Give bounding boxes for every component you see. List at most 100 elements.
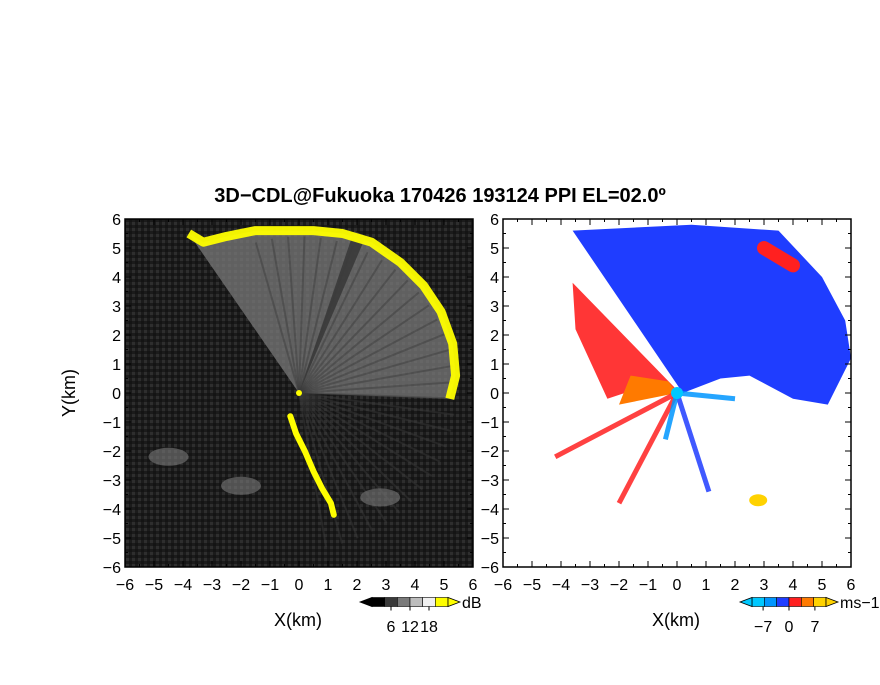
radar-site-marker bbox=[296, 390, 302, 396]
colorbar-swatch bbox=[371, 597, 385, 607]
strong-echo-band bbox=[287, 413, 337, 518]
left-y-axis-label: Y(km) bbox=[59, 369, 79, 417]
y-tick-label: −4 bbox=[103, 502, 121, 519]
echo-streak bbox=[298, 392, 441, 463]
colorbar-tick-label: 7 bbox=[810, 619, 819, 636]
colorbar-swatch bbox=[813, 597, 827, 607]
y-tick-label: 4 bbox=[490, 270, 499, 287]
weak-echo bbox=[221, 476, 261, 495]
echo-streak bbox=[298, 237, 322, 394]
colorbar-swatch bbox=[776, 597, 790, 607]
velocity-ticks: −6 −5 −4 −3 −2 −1 0 1 2 3 4 5 6 −6 −5 −4 −3 −2 −1 0 1 2 3 4 5 6 bbox=[481, 212, 856, 594]
y-tick-label: 3 bbox=[112, 299, 121, 316]
colorbar-swatch bbox=[397, 597, 411, 607]
echo-streak bbox=[298, 392, 455, 416]
echo-streak bbox=[298, 392, 424, 491]
y-tick-label: 5 bbox=[112, 241, 121, 258]
echo-streak bbox=[298, 268, 397, 394]
echo-streak bbox=[298, 240, 338, 394]
x-tick-label: −2 bbox=[610, 577, 628, 594]
colorbar-low-arrow bbox=[738, 596, 753, 608]
y-tick-label: −3 bbox=[103, 473, 121, 490]
inbound-velocity-region bbox=[572, 224, 851, 405]
velocity-colorbar: −7 0 7 ms−1 bbox=[738, 595, 880, 636]
x-tick-label: 2 bbox=[731, 577, 740, 594]
x-tick-label: 6 bbox=[847, 577, 856, 594]
radar-site-marker bbox=[671, 387, 683, 399]
colorbar-tick-label: 0 bbox=[785, 619, 794, 636]
y-tick-label: 2 bbox=[112, 328, 121, 345]
echo-area bbox=[188, 230, 456, 399]
echo-streak bbox=[298, 392, 344, 544]
y-tick-label: −5 bbox=[103, 531, 121, 548]
echo-streak bbox=[298, 392, 359, 539]
y-tick-label: −1 bbox=[481, 415, 499, 432]
reflectivity-ticks: −6 −5 −4 −3 −2 −1 0 1 2 3 4 5 6 −6 −5 −4 −3 −2 −1 0 1 2 3 4 5 6 bbox=[103, 212, 478, 594]
y-tick-label: −4 bbox=[481, 502, 499, 519]
y-tick-label: −5 bbox=[481, 531, 499, 548]
echo-streak bbox=[298, 304, 430, 394]
colorbar-high-arrow bbox=[825, 596, 840, 608]
x-tick-label: −1 bbox=[639, 577, 657, 594]
y-tick-label: 0 bbox=[112, 386, 121, 403]
echo-streak bbox=[287, 236, 300, 394]
x-tick-label: −6 bbox=[116, 577, 134, 594]
colorbar-tick-label: −7 bbox=[754, 619, 772, 636]
velocity-ray bbox=[674, 392, 712, 493]
echo-streak bbox=[298, 236, 306, 394]
reflectivity-panel: −6 −5 −4 −3 −2 −1 0 1 2 3 4 5 6 −6 −5 −4 −3 −2 −1 0 1 2 3 4 5 6 bbox=[103, 212, 478, 594]
colorbar-tick-label: 12 bbox=[401, 619, 419, 636]
strong-echo-rim bbox=[186, 226, 461, 400]
y-tick-label: −2 bbox=[103, 444, 121, 461]
colorbar-low-arrow bbox=[358, 596, 373, 608]
velocity-panel: −6 −5 −4 −3 −2 −1 0 1 2 3 4 5 6 −6 −5 −4 −3 −2 −1 0 1 2 3 4 5 6 bbox=[481, 212, 856, 594]
x-tick-label: 6 bbox=[469, 577, 478, 594]
x-tick-label: 0 bbox=[673, 577, 682, 594]
y-tick-label: −2 bbox=[481, 444, 499, 461]
weak-echo bbox=[360, 488, 401, 507]
echo-streak bbox=[298, 318, 438, 394]
velocity-ray bbox=[662, 392, 680, 441]
echo-streak bbox=[298, 364, 454, 394]
x-tick-label: 5 bbox=[440, 577, 449, 594]
colorbar-swatch bbox=[764, 597, 777, 607]
weak-echo bbox=[148, 447, 189, 466]
y-tick-label: 1 bbox=[112, 357, 121, 374]
echo-streak bbox=[298, 392, 413, 503]
echo-streak bbox=[298, 259, 383, 394]
figure-title: 3D−CDL@Fukuoka 170426 193124 PPI EL=02.0… bbox=[214, 185, 666, 207]
y-tick-label: 3 bbox=[490, 299, 499, 316]
colorbar-swatch bbox=[435, 597, 449, 607]
echo-streak bbox=[298, 392, 447, 448]
x-tick-label: 5 bbox=[818, 577, 827, 594]
outbound-velocity-region bbox=[572, 282, 680, 399]
x-tick-label: −5 bbox=[145, 577, 163, 594]
colorbar-swatch bbox=[801, 597, 814, 607]
y-tick-label: 5 bbox=[490, 241, 499, 258]
receding-patch bbox=[757, 241, 800, 273]
y-tick-label: 6 bbox=[112, 212, 121, 229]
x-tick-label: −6 bbox=[494, 577, 512, 594]
x-tick-label: −4 bbox=[174, 577, 192, 594]
colorbar-tick-label: 18 bbox=[420, 619, 438, 636]
colorbar-swatch bbox=[409, 597, 423, 607]
x-tick-label: −1 bbox=[261, 577, 279, 594]
echo-streak bbox=[298, 392, 433, 477]
echo-streak bbox=[298, 291, 420, 394]
colorbar-unit: ms−1 bbox=[840, 595, 880, 612]
y-tick-label: 6 bbox=[490, 212, 499, 229]
colorbar-tick-label: 6 bbox=[387, 619, 396, 636]
left-x-axis-label: X(km) bbox=[274, 610, 322, 630]
echo-streak bbox=[298, 392, 452, 432]
echo-streak bbox=[298, 392, 456, 400]
x-tick-label: −4 bbox=[552, 577, 570, 594]
echo-streak bbox=[298, 279, 409, 394]
high-velocity-patch bbox=[749, 494, 768, 507]
x-tick-label: −3 bbox=[581, 577, 599, 594]
x-tick-label: 1 bbox=[324, 577, 333, 594]
colorbar-swatch bbox=[751, 597, 765, 607]
colorbar-unit: dB bbox=[462, 595, 482, 612]
x-tick-label: −2 bbox=[232, 577, 250, 594]
echo-streak bbox=[298, 333, 445, 394]
